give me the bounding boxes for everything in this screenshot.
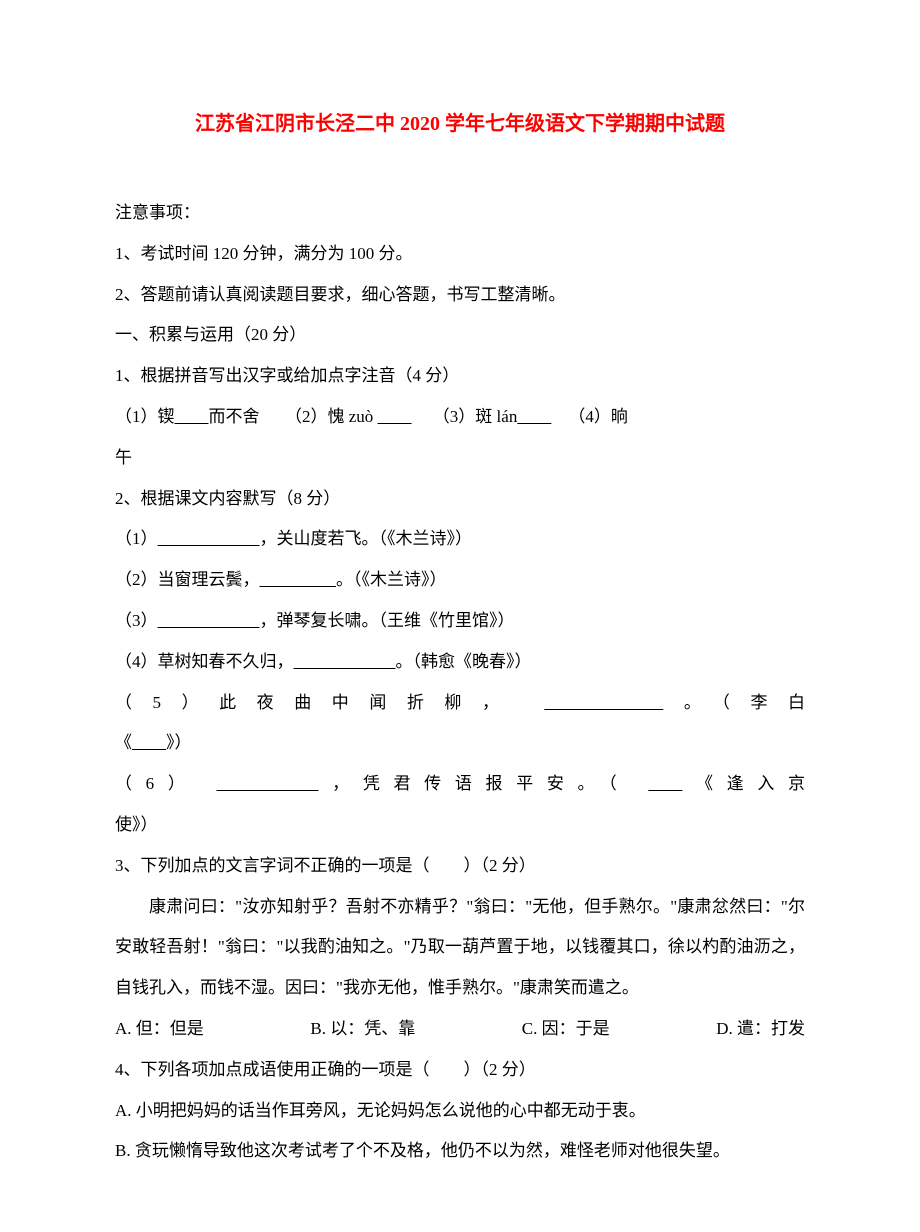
q2-p6-blank2[interactable] xyxy=(648,764,682,805)
q2-p5-l2-prefix: 《 xyxy=(115,733,132,752)
q2-p2: （2）当窗理云鬓， 。（《木兰诗》） xyxy=(115,560,805,601)
q2-p2-prefix: （2）当窗理云鬓， xyxy=(115,570,260,589)
q1-p2-label: （2）愧 zuò xyxy=(285,407,373,426)
q4-stem: 4、下列各项加点成语使用正确的一项是（ ）（2 分） xyxy=(115,1050,805,1091)
q1-p1-blank[interactable] xyxy=(175,397,209,438)
q3-opt-d[interactable]: D. 遣：打发 xyxy=(716,1009,805,1050)
q2-p6-blank1[interactable] xyxy=(216,764,318,805)
notice-heading: 注意事项： xyxy=(115,193,805,234)
q2-p6-line2: 使》） xyxy=(115,805,805,846)
q3-opt-a[interactable]: A. 但：但是 xyxy=(115,1009,204,1050)
q4-opt-b[interactable]: B. 贪玩懒惰导致他这次考试考了个不及格，他仍不以为然，难怪老师对他很失望。 xyxy=(115,1131,805,1172)
q1-p1-suffix: 而不舍 xyxy=(209,407,260,426)
q1-p4-label: （4）晌 xyxy=(568,407,628,426)
q2-stem: 2、根据课文内容默写（8 分） xyxy=(115,479,805,520)
q4-opt-a[interactable]: A. 小明把妈妈的话当作耳旁风，无论妈妈怎么说他的心中都无动于衷。 xyxy=(115,1091,805,1132)
q2-p5-l2-blank[interactable] xyxy=(132,723,166,764)
q2-p4-prefix: （4）草树知春不久归， xyxy=(115,652,294,671)
q2-p3-blank[interactable] xyxy=(158,601,260,642)
q3-opt-c[interactable]: C. 因：于是 xyxy=(522,1009,610,1050)
exam-title: 江苏省江阴市长泾二中 2020 学年七年级语文下学期期中试题 xyxy=(115,100,805,148)
q2-p5-line2: 《 》） xyxy=(115,723,805,764)
q2-p4-blank[interactable] xyxy=(294,642,396,683)
q2-p5-prefix: （5）此夜曲中闻折柳， xyxy=(115,693,520,712)
q3-opt-b[interactable]: B. 以：凭、靠 xyxy=(310,1009,415,1050)
q2-p6: （6） ，凭君传语报平安。（ 《逢入京 xyxy=(115,764,805,805)
section-heading-1: 一、积累与运用（20 分） xyxy=(115,315,805,356)
q3-passage: 康肃问曰："汝亦知射乎？吾射不亦精乎？"翁曰："无他，但手熟尔。"康肃忿然曰："… xyxy=(115,887,805,1009)
q1-p3-label: （3）斑 lán xyxy=(433,407,518,426)
q2-p1-prefix: （1） xyxy=(115,529,158,548)
q2-p3: （3） ，弹琴复长啸。（王维《竹里馆》） xyxy=(115,601,805,642)
q2-p2-blank[interactable] xyxy=(260,560,337,601)
q2-p3-suffix: ，弹琴复长啸。（王维《竹里馆》） xyxy=(260,611,515,630)
q2-p4: （4）草树知春不久归， 。（韩愈《晚春》） xyxy=(115,642,805,683)
q2-p3-prefix: （3） xyxy=(115,611,158,630)
q2-p6-prefix: （6） xyxy=(115,774,199,793)
q1-p3-blank[interactable] xyxy=(517,397,551,438)
q1-stem: 1、根据拼音写出汉字或给加点字注音（4 分） xyxy=(115,356,805,397)
q2-p2-suffix: 。（《木兰诗》） xyxy=(336,570,447,589)
q1-p1-label: （1）锲 xyxy=(115,407,175,426)
q3-stem: 3、下列加点的文言字词不正确的一项是（ ）（2 分） xyxy=(115,846,805,887)
q2-p5-l2-suffix: 》） xyxy=(166,733,192,752)
q2-p1-blank[interactable] xyxy=(158,519,260,560)
q2-p5: （5）此夜曲中闻折柳， 。（李白 xyxy=(115,683,805,724)
notice-item-1: 1、考试时间 120 分钟，满分为 100 分。 xyxy=(115,234,805,275)
q1-p2-blank[interactable] xyxy=(378,397,412,438)
q2-p6-mid: ，凭君传语报平安。（ xyxy=(318,774,630,793)
q2-p5-suffix-a: 。（李白 xyxy=(663,693,805,712)
q1-p4-line2: 午 xyxy=(115,438,805,479)
q2-p1: （1） ，关山度若飞。（《木兰诗》） xyxy=(115,519,805,560)
q2-p1-suffix: ，关山度若飞。（《木兰诗》） xyxy=(260,529,473,548)
q2-p5-blank[interactable] xyxy=(544,683,663,724)
q1-items: （1）锲 而不舍 （2）愧 zuò （3）斑 lán （4）晌 xyxy=(115,397,805,438)
q2-p6-suffix: 《逢入京 xyxy=(682,774,805,793)
q2-p4-suffix: 。（韩愈《晚春》） xyxy=(396,652,532,671)
q3-options: A. 但：但是 B. 以：凭、靠 C. 因：于是 D. 遣：打发 xyxy=(115,1009,805,1050)
notice-item-2: 2、答题前请认真阅读题目要求，细心答题，书写工整清晰。 xyxy=(115,275,805,316)
